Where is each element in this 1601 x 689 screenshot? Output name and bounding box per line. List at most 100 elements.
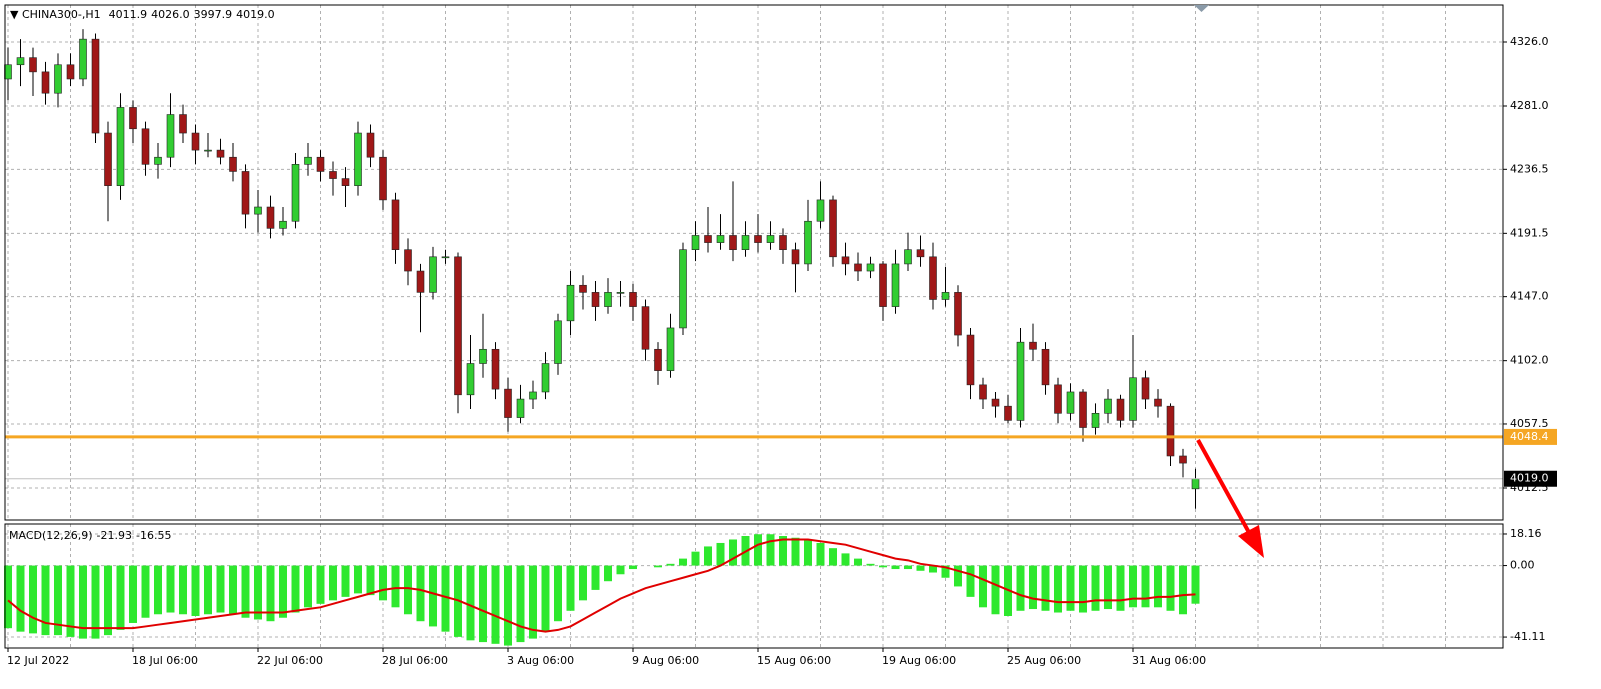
macd-bar <box>1091 565 1100 611</box>
candle-body <box>191 132 200 151</box>
macd-bar <box>241 565 250 618</box>
candle-body <box>254 206 262 215</box>
menu-triangle[interactable]: ▼ <box>10 8 22 21</box>
macd-bar <box>991 565 1000 615</box>
candle-body <box>179 114 187 134</box>
macd-bar <box>541 565 550 632</box>
macd-bar <box>554 565 562 622</box>
x-tick-label: 25 Aug 06:00 <box>1007 654 1081 667</box>
macd-bar <box>679 558 687 566</box>
macd-bar <box>1066 565 1075 611</box>
macd-bar <box>41 565 50 636</box>
candle-body <box>1154 398 1162 407</box>
candle-body <box>454 256 462 396</box>
candle-body <box>404 249 412 272</box>
candle-body <box>504 388 512 418</box>
candle-body <box>341 178 350 186</box>
candle-body <box>679 249 687 329</box>
macd-bar <box>1029 565 1037 610</box>
candle-body <box>1104 398 1112 414</box>
candle-body <box>666 327 675 371</box>
macd-bar <box>904 565 912 570</box>
macd-bar <box>691 551 700 566</box>
candle-body <box>554 320 562 364</box>
high-label: 4026.0 <box>151 8 190 21</box>
macd-bar <box>29 565 37 634</box>
macd-bar <box>929 565 937 573</box>
candle-body <box>266 206 275 229</box>
y-tick-label: 18.16 <box>1510 527 1542 540</box>
candle-body <box>154 156 162 165</box>
macd-bar <box>166 565 175 613</box>
x-tick-label: 19 Aug 06:00 <box>882 654 956 667</box>
candle-body <box>291 164 300 222</box>
marks-layer <box>4 29 1503 646</box>
price-header: ▼ CHINA300-,H1 4011.9 4026.0 3997.9 4019.0 <box>10 8 275 21</box>
candle-body <box>1079 391 1087 428</box>
macd-bar <box>616 565 625 575</box>
macd-panel-frame <box>4 523 1504 649</box>
candle-body <box>379 156 387 201</box>
macd-bar <box>591 565 600 590</box>
macd-bar <box>91 565 100 639</box>
macd-bar <box>516 565 525 643</box>
macd-bar <box>1041 565 1050 611</box>
macd-header: MACD(12,26,9) -21.93 -16.55 <box>9 529 171 542</box>
candle-body <box>241 171 250 215</box>
candle-body <box>741 235 750 250</box>
macd-bar <box>791 537 800 566</box>
candle-body <box>429 256 437 293</box>
close-label: 4019.0 <box>236 8 275 21</box>
macd-bar <box>666 563 675 566</box>
signal-line <box>7 538 1196 633</box>
last-price-box <box>1504 470 1557 487</box>
candle-body <box>966 334 975 386</box>
candle-body <box>79 38 87 80</box>
macd-bar <box>1079 565 1087 613</box>
shift-marker[interactable] <box>1194 5 1209 12</box>
candle-body <box>991 398 1000 407</box>
candle-body <box>691 235 700 250</box>
last-price-label: 4019.0 <box>1510 472 1549 485</box>
candle-body <box>816 199 825 222</box>
open-label: 4011.9 <box>109 8 148 21</box>
candle-body <box>541 363 550 393</box>
macd-bar <box>54 565 62 636</box>
macd-bar <box>804 539 812 566</box>
macd-bar <box>279 565 287 618</box>
price-panel-frame <box>4 4 1504 521</box>
macd-bar <box>441 565 450 632</box>
candle-body <box>304 156 312 165</box>
macd-bar <box>266 565 275 622</box>
macd-bar <box>316 565 325 604</box>
macd-bar <box>1116 565 1125 611</box>
x-tick-label: 18 Jul 06:00 <box>132 654 198 667</box>
candle-body <box>854 263 862 272</box>
candle-body <box>41 71 50 94</box>
low-label: 3997.9 <box>194 8 233 21</box>
candle-body <box>1116 398 1125 421</box>
candle-body <box>641 306 650 350</box>
candle-body <box>166 114 175 158</box>
x-tick-label: 22 Jul 06:00 <box>257 654 323 667</box>
macd-bar <box>466 565 475 641</box>
candle-body <box>491 348 500 390</box>
macd-bar <box>1154 565 1162 608</box>
macd-main-label: -21.93 <box>97 529 132 542</box>
candle-body <box>129 107 137 130</box>
y-tick-label: 4191.5 <box>1510 226 1549 239</box>
macd-bar <box>354 565 362 594</box>
macd-bar <box>841 553 850 566</box>
level-label: 4048.4 <box>1510 430 1549 443</box>
candle-body <box>866 263 875 272</box>
macd-bar <box>854 558 862 566</box>
candle-body <box>216 149 225 158</box>
candle-body <box>804 220 812 265</box>
candle-body <box>141 128 150 165</box>
candle-body <box>1179 455 1187 464</box>
candle-body <box>941 292 950 300</box>
candle-body <box>904 249 912 265</box>
macd-bar <box>304 565 312 608</box>
candle-body <box>916 249 925 258</box>
